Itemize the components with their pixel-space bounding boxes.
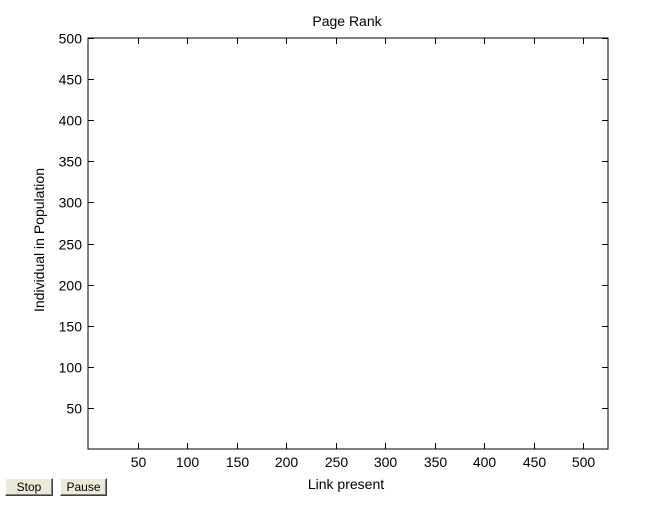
x-tick-label: 150 bbox=[226, 454, 250, 470]
x-tick-label: 300 bbox=[374, 454, 398, 470]
chart-title: Page Rank bbox=[312, 13, 382, 29]
axis-ticks: 50 100 150 200 250 300 350 400 450 500 50 100 150 200… bbox=[59, 31, 608, 470]
x-axis-label: Link present bbox=[308, 476, 384, 492]
x-tick-label: 200 bbox=[275, 454, 299, 470]
stop-button[interactable]: Stop bbox=[5, 478, 53, 496]
y-tick-label: 250 bbox=[59, 237, 83, 253]
x-tick-label: 100 bbox=[176, 454, 200, 470]
y-tick-label: 400 bbox=[59, 113, 83, 129]
x-tick-label: 250 bbox=[325, 454, 349, 470]
y-tick-label: 300 bbox=[59, 195, 83, 211]
x-tick-label: 450 bbox=[523, 454, 547, 470]
x-tick-label: 350 bbox=[424, 454, 448, 470]
y-tick-label: 150 bbox=[59, 319, 83, 335]
x-tick-label: 50 bbox=[131, 454, 147, 470]
y-tick-label: 50 bbox=[66, 401, 82, 417]
x-tick-label: 400 bbox=[473, 454, 497, 470]
plot-area bbox=[87, 37, 609, 450]
y-axis-label: Individual in Population bbox=[31, 168, 47, 312]
pause-button[interactable]: Pause bbox=[60, 478, 107, 496]
y-tick-label: 350 bbox=[59, 154, 83, 170]
y-tick-label: 450 bbox=[59, 72, 83, 88]
y-tick-label: 100 bbox=[59, 360, 83, 376]
y-tick-label: 200 bbox=[59, 278, 83, 294]
x-tick-label: 500 bbox=[572, 454, 596, 470]
y-tick-label: 500 bbox=[59, 31, 83, 47]
